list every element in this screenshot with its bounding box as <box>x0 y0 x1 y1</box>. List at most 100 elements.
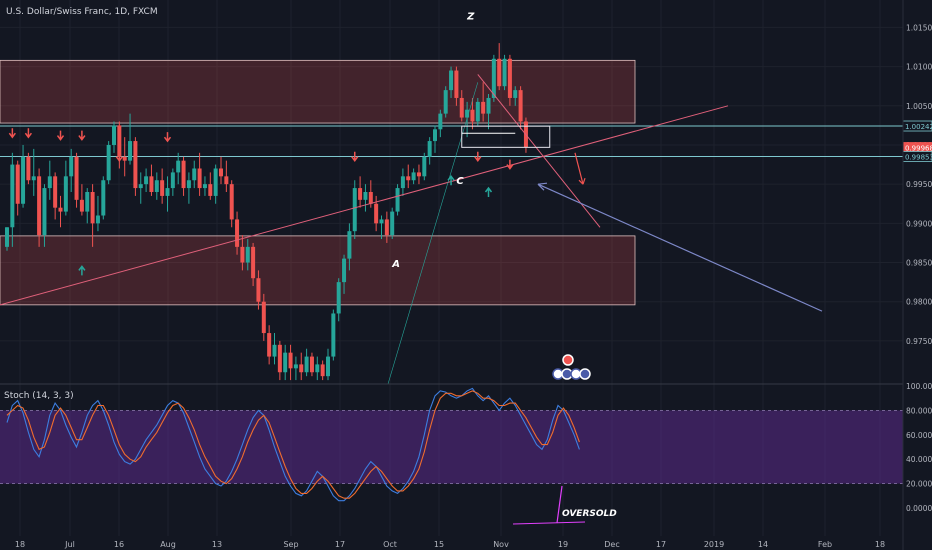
candle-body <box>79 199 84 212</box>
candle-body <box>58 207 63 212</box>
candle-body <box>106 144 111 181</box>
arrowhead-icon <box>537 182 548 191</box>
candle-body <box>518 90 523 122</box>
candle-body <box>186 180 191 189</box>
stoch-k-line[interactable] <box>6 387 580 502</box>
candle-body <box>390 211 395 236</box>
candle-body <box>427 141 432 157</box>
candle-body <box>42 188 47 236</box>
stoch-title: Stoch (14, 3, 3) <box>4 391 74 401</box>
down-arrow-icon <box>8 128 16 139</box>
candle-body <box>304 356 309 373</box>
stoch-tick-label: 100.0000 <box>906 382 932 391</box>
candle-body <box>363 192 368 200</box>
candle-body <box>245 246 250 263</box>
time-tick-label: Feb <box>818 540 832 549</box>
candle-body <box>213 168 218 196</box>
trend-drawings <box>0 74 823 385</box>
up-arrow-icon <box>78 265 86 276</box>
down-arrow-icon <box>506 159 514 170</box>
candle-body <box>90 192 95 224</box>
target-box[interactable] <box>461 125 551 148</box>
candle-body <box>251 246 256 279</box>
candle-body <box>229 184 234 220</box>
candle-body <box>336 282 341 314</box>
candle-body <box>101 180 106 216</box>
candle-body <box>416 172 421 177</box>
candle-body <box>31 176 36 181</box>
time-tick-label: 17 <box>335 540 345 549</box>
supply-demand-zones <box>0 59 636 306</box>
candle-body <box>219 168 223 177</box>
candle-body <box>486 97 491 114</box>
stoch-tick-label: 40.0000 <box>906 455 932 464</box>
event-icon-4[interactable] <box>579 368 591 380</box>
oversold-underline[interactable] <box>512 521 586 525</box>
candle-body <box>368 192 373 204</box>
candle-body <box>240 246 245 263</box>
price-marker-label: 0.99968 <box>905 144 932 152</box>
candle-body <box>438 113 443 130</box>
candle-body <box>261 301 266 334</box>
candle-body <box>497 58 502 87</box>
candle-body <box>481 101 486 114</box>
candle-body <box>491 58 496 98</box>
price-axis[interactable]: 1.015001.010001.005001.000000.995000.990… <box>902 23 932 346</box>
candle-body <box>138 184 143 189</box>
candle-body <box>69 156 74 177</box>
projection-arrow-line[interactable] <box>537 183 823 312</box>
candle-body <box>208 184 213 196</box>
candle-body <box>293 364 298 369</box>
candle-body <box>202 184 207 189</box>
candle-body <box>267 333 272 357</box>
candle-body <box>502 58 507 87</box>
price-marker-label: 1.00242 <box>905 123 932 131</box>
candle-body <box>272 344 277 357</box>
time-tick-label: 14 <box>758 540 768 549</box>
horizontal-levels <box>0 125 903 157</box>
time-tick-label: 18 <box>875 540 885 549</box>
wave-label: Z <box>466 12 475 23</box>
down-projection-line[interactable] <box>574 152 584 185</box>
candle-body <box>122 156 127 161</box>
zone-rectangle[interactable] <box>0 59 636 124</box>
event-icons[interactable] <box>552 354 591 380</box>
candle-body <box>26 156 31 181</box>
candle-body <box>154 180 159 192</box>
up-arrow-icon <box>484 186 493 197</box>
price-tick-label: 0.97500 <box>906 337 932 346</box>
time-tick-label: Sep <box>283 540 298 549</box>
time-tick-label: Jul <box>64 540 75 549</box>
candle-body <box>128 141 133 161</box>
falling-wedge-line[interactable] <box>477 74 601 228</box>
candle-body <box>315 364 320 373</box>
event-flag-icon[interactable] <box>562 354 574 366</box>
time-tick-label: Aug <box>160 540 176 549</box>
time-tick-label: 17 <box>656 540 666 549</box>
stoch-d-line[interactable] <box>6 390 580 499</box>
zone-rectangle[interactable] <box>0 235 636 306</box>
candle-body <box>422 156 427 177</box>
candle-body <box>63 176 68 212</box>
candle-body <box>224 176 229 185</box>
down-arrow-icon <box>351 151 359 162</box>
stochastic-panel: 100.0000 80.0000 60.0000 40.0000 20.0000 0.00… <box>0 382 932 525</box>
time-axis[interactable]: 18 Jul 16 Aug 13 Sep 17 Oct 15 Nov 19 Dec 17 2019 14 Fe… <box>15 540 885 549</box>
candle-body <box>470 109 475 122</box>
down-arrow-icon <box>24 128 32 139</box>
rising-trendline[interactable] <box>0 105 729 306</box>
price-tick-label: 1.01000 <box>906 63 932 72</box>
time-tick-label: 16 <box>114 540 124 549</box>
candle-body <box>181 160 186 189</box>
candle-body <box>374 203 379 224</box>
wave-label: A <box>391 259 400 270</box>
candle-body <box>358 188 363 200</box>
oversold-pointer-line[interactable] <box>556 485 563 524</box>
projection-line[interactable] <box>387 82 479 385</box>
wave-annotations: Z A C <box>391 12 475 271</box>
up-arrow-icon <box>447 174 455 186</box>
candle-body <box>235 219 240 247</box>
